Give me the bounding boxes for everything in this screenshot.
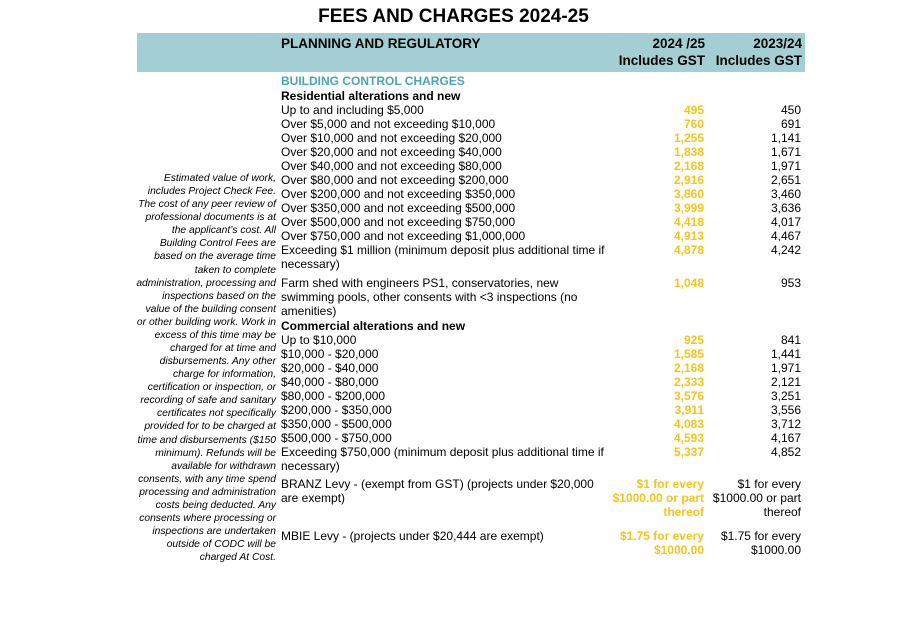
fee-2023: 3,251 <box>770 389 801 403</box>
fee-2024: 760 <box>683 117 704 131</box>
fee-2023: 3,636 <box>770 201 801 215</box>
fee-description: $500,000 - $750,000 <box>281 431 392 445</box>
fee-2024: 4,593 <box>673 431 704 445</box>
fee-2024: 925 <box>683 333 704 347</box>
fee-2024: 5,337 <box>673 445 704 459</box>
fee-description: Over $80,000 and not exceeding $200,000 <box>281 173 509 187</box>
fee-description: $40,000 - $80,000 <box>281 375 379 389</box>
fee-2023: 4,017 <box>770 215 801 229</box>
fee-2024: 1,255 <box>673 131 704 145</box>
fee-2024: 3,576 <box>673 389 704 403</box>
residential-heading: Residential alterations and new <box>281 89 461 103</box>
fee-2023: 2,651 <box>770 173 801 187</box>
fee-2024: 2,168 <box>673 361 704 375</box>
fee-2023: 1,971 <box>770 361 801 375</box>
fee-description: Up to and including $5,000 <box>281 103 424 117</box>
fee-2023: 450 <box>780 103 801 117</box>
fee-2023: 3,460 <box>770 187 801 201</box>
fee-2024: 3,999 <box>673 201 704 215</box>
fee-2023: 2,121 <box>770 375 801 389</box>
building-fees-side-note: Estimated value of work, includes Projec… <box>136 173 276 564</box>
fee-2024: 1,838 <box>673 145 704 159</box>
fee-2023: $1.75 for every $1000.00 <box>720 529 801 557</box>
fee-description: BRANZ Levy - (exempt from GST) (projects… <box>281 477 594 505</box>
fee-2023: 953 <box>780 276 801 290</box>
fee-2024: 4,913 <box>673 229 704 243</box>
col-2024-heading-line2: Includes GST <box>618 53 705 68</box>
fee-2023: 1,441 <box>770 347 801 361</box>
col-2023-heading-line1: 2023/24 <box>753 36 802 51</box>
fee-2023: $1 for every $1000.00 or part thereof <box>712 477 801 519</box>
fee-2023: 841 <box>780 333 801 347</box>
fee-description: Over $750,000 and not exceeding $1,000,0… <box>281 229 526 243</box>
fee-description: Over $10,000 and not exceeding $20,000 <box>281 131 502 145</box>
fee-2023: 4,242 <box>770 243 801 257</box>
fee-description: Over $500,000 and not exceeding $750,000 <box>281 215 516 229</box>
fee-2024: $1.75 for every $1000.00 <box>619 529 704 557</box>
fee-2024: 2,333 <box>673 375 704 389</box>
fee-description: Over $200,000 and not exceeding $350,000 <box>281 187 516 201</box>
fee-description: Exceeding $1 million (minimum deposit pl… <box>281 243 605 271</box>
fee-description: $200,000 - $350,000 <box>281 403 392 417</box>
col-2024-heading-line1: 2024 /25 <box>652 36 705 51</box>
fee-2024: 1,048 <box>673 276 704 290</box>
fee-2024: 4,083 <box>673 417 704 431</box>
fee-2024: 2,168 <box>673 159 704 173</box>
building-control-heading: BUILDING CONTROL CHARGES <box>281 74 465 88</box>
fee-2024: 495 <box>683 103 704 117</box>
fee-description: Exceeding $750,000 (minimum deposit plus… <box>281 445 604 473</box>
fee-description: Over $20,000 and not exceeding $40,000 <box>281 145 502 159</box>
fee-2023: 1,141 <box>770 131 801 145</box>
fee-description: Over $350,000 and not exceeding $500,000 <box>281 201 516 215</box>
fee-2023: 1,671 <box>770 145 801 159</box>
fee-2024: 2,916 <box>673 173 704 187</box>
commercial-heading: Commercial alterations and new <box>281 319 466 333</box>
fee-description: MBIE Levy - (projects under $20,444 are … <box>281 529 544 543</box>
fee-description: Over $40,000 and not exceeding $80,000 <box>281 159 502 173</box>
fee-2024: 4,418 <box>673 215 704 229</box>
fee-2023: 4,467 <box>770 229 801 243</box>
fee-description: $80,000 - $200,000 <box>281 389 386 403</box>
fee-description: Over $5,000 and not exceeding $10,000 <box>281 117 496 131</box>
section-heading: PLANNING AND REGULATORY <box>281 36 481 51</box>
fee-2024: 3,860 <box>673 187 704 201</box>
fee-2024: 4,878 <box>673 243 704 257</box>
fee-2023: 3,556 <box>770 403 801 417</box>
fee-2023: 691 <box>780 117 801 131</box>
fee-2023: 4,852 <box>770 445 801 459</box>
fee-2023: 1,971 <box>770 159 801 173</box>
fee-2023: 4,167 <box>770 431 801 445</box>
table-header-band: PLANNING AND REGULATORY 2024 /25 Include… <box>137 33 805 72</box>
fee-2024: 3,911 <box>674 403 704 417</box>
fee-description: Up to $10,000 <box>281 333 357 347</box>
fee-2023: 3,712 <box>770 417 801 431</box>
fee-2024: $1 for every $1000.00 or part thereof <box>612 477 704 519</box>
fee-description: $10,000 - $20,000 <box>281 347 379 361</box>
fee-2024: 1,585 <box>673 347 704 361</box>
fee-description: $20,000 - $40,000 <box>281 361 379 375</box>
page-title: FEES AND CHARGES 2024-25 <box>318 6 589 27</box>
col-2023-heading-line2: Includes GST <box>715 53 802 68</box>
fee-description: $350,000 - $500,000 <box>281 417 392 431</box>
fee-description: Farm shed with engineers PS1, conservato… <box>281 276 578 318</box>
